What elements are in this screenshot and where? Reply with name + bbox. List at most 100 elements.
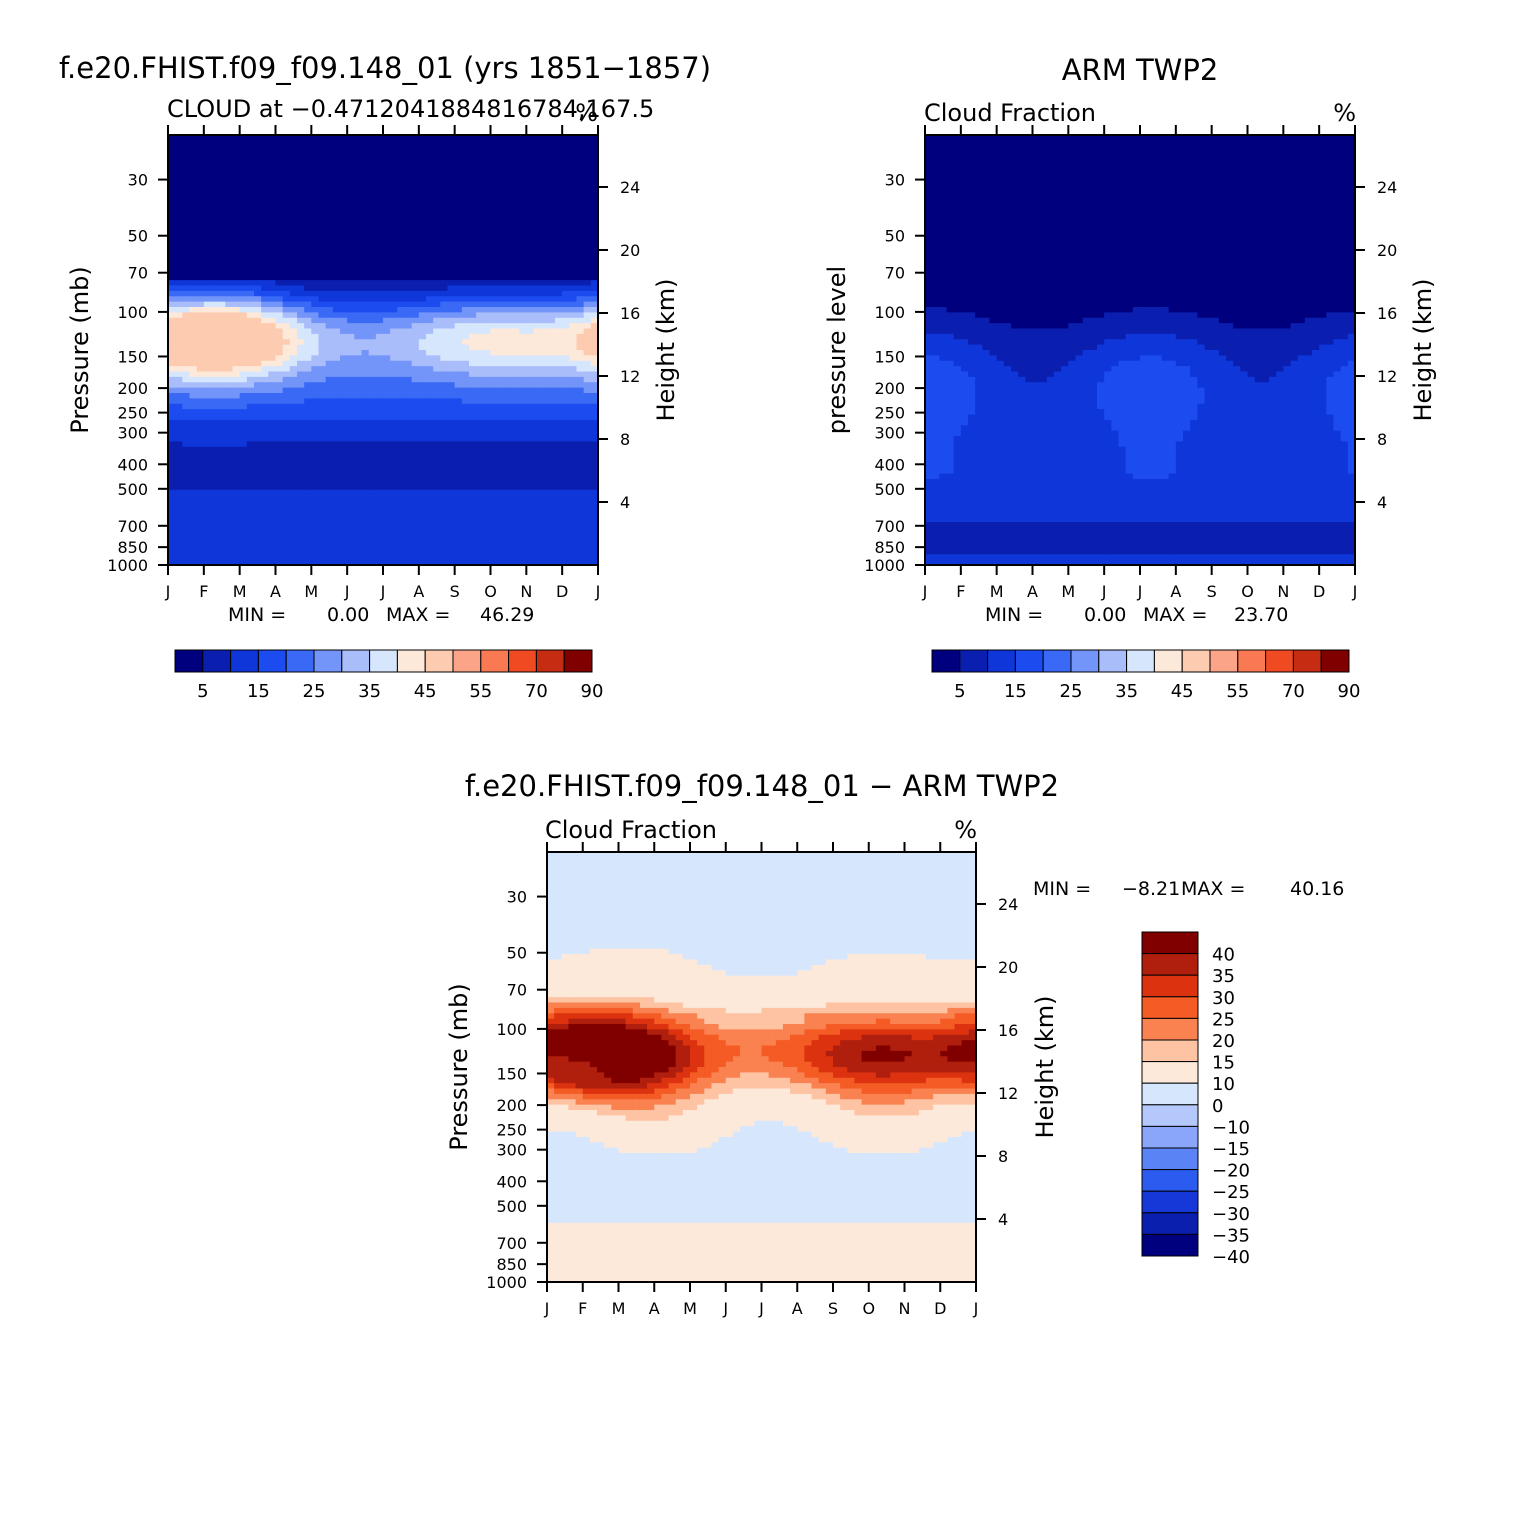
contour-cell — [239, 140, 248, 147]
contour-cell — [225, 355, 234, 362]
contour-cell — [476, 156, 484, 163]
contour-cell — [361, 253, 370, 260]
contour-cell — [168, 231, 176, 238]
contour-cell — [404, 242, 413, 249]
contour-cell — [440, 344, 449, 351]
contour-cell — [361, 145, 370, 152]
contour-cell — [447, 548, 456, 555]
contour-cell — [533, 457, 542, 464]
contour-cell — [375, 167, 384, 174]
contour-cell — [289, 366, 298, 373]
contour-cell — [332, 376, 341, 383]
contour-cell — [304, 489, 312, 496]
contour-cell — [555, 204, 563, 211]
contour-cell — [175, 258, 183, 265]
contour-cell — [232, 178, 241, 184]
contour-cell — [325, 231, 334, 238]
contour-cell — [361, 393, 370, 399]
contour-cell — [354, 221, 363, 227]
contour-cell — [340, 500, 348, 507]
contour-cell — [526, 178, 535, 184]
contour-cell — [297, 242, 305, 249]
contour-cell — [526, 409, 535, 416]
contour-cell — [390, 409, 398, 416]
contour-cell — [189, 151, 198, 158]
contour-cell — [411, 479, 420, 485]
contour-cell — [275, 495, 284, 502]
contour-cell — [932, 188, 940, 195]
contour-cell — [368, 425, 377, 432]
contour-cell — [361, 505, 370, 512]
contour-cell — [576, 333, 585, 340]
contour-cell — [246, 167, 255, 174]
contour-cell — [211, 161, 219, 168]
contour-cell — [569, 419, 578, 426]
contour-cell — [562, 446, 570, 453]
contour-cell — [418, 339, 427, 346]
contour-cell — [304, 264, 312, 270]
contour-cell — [569, 290, 578, 297]
contour-cell — [375, 350, 384, 356]
contour-cell — [932, 167, 940, 174]
contour-cell — [246, 333, 255, 340]
contour-cell — [239, 194, 248, 201]
contour-cell — [347, 178, 355, 184]
contour-cell — [562, 371, 570, 378]
contour-cell — [232, 548, 241, 555]
contour-cell — [254, 473, 262, 480]
contour-cell — [325, 290, 334, 297]
contour-cell — [203, 500, 212, 507]
contour-cell — [347, 215, 355, 222]
contour-cell — [182, 495, 191, 502]
contour-cell — [375, 301, 384, 308]
contour-cell — [512, 505, 520, 512]
contour-cell — [368, 366, 377, 373]
contour-cell — [397, 355, 406, 362]
contour-cell — [447, 328, 456, 335]
contour-cell — [239, 188, 248, 195]
contour-cell — [590, 204, 599, 211]
contour-cell — [318, 296, 327, 303]
contour-cell — [254, 151, 262, 158]
contour-cell — [203, 505, 212, 512]
contour-cell — [347, 543, 355, 550]
contour-cell — [411, 307, 420, 313]
contour-cell — [504, 312, 513, 319]
contour-cell — [454, 156, 463, 163]
contour-cell — [426, 344, 434, 351]
contour-cell — [447, 511, 456, 518]
contour-cell — [232, 199, 241, 206]
contour-cell — [332, 441, 341, 448]
contour-cell — [232, 350, 241, 356]
contour-cell — [397, 430, 406, 437]
contour-cell — [275, 135, 284, 141]
contour-cell — [239, 204, 248, 211]
contour-cell — [196, 473, 205, 480]
contour-cell — [576, 161, 585, 168]
contour-cell — [562, 398, 570, 405]
contour-cell — [175, 172, 183, 179]
contour-cell — [562, 554, 570, 561]
contour-cell — [318, 355, 327, 362]
contour-cell — [182, 419, 191, 426]
contour-cell — [196, 419, 205, 426]
contour-cell — [390, 419, 398, 426]
contour-cell — [540, 430, 549, 437]
contour-cell — [555, 194, 563, 201]
contour-cell — [361, 210, 370, 217]
contour-cell — [562, 344, 570, 351]
contour-cell — [175, 468, 183, 475]
contour-cell — [590, 231, 599, 238]
contour-cell — [354, 339, 363, 346]
contour-cell — [254, 457, 262, 464]
contour-cell — [932, 221, 940, 227]
contour-cell — [555, 301, 563, 308]
contour-cell — [397, 215, 406, 222]
contour-cell — [254, 452, 262, 459]
contour-cell — [347, 554, 355, 561]
contour-cell — [340, 457, 348, 464]
contour-cell — [182, 462, 191, 469]
contour-cell — [340, 366, 348, 373]
contour-cell — [189, 231, 198, 238]
contour-cell — [196, 258, 205, 265]
